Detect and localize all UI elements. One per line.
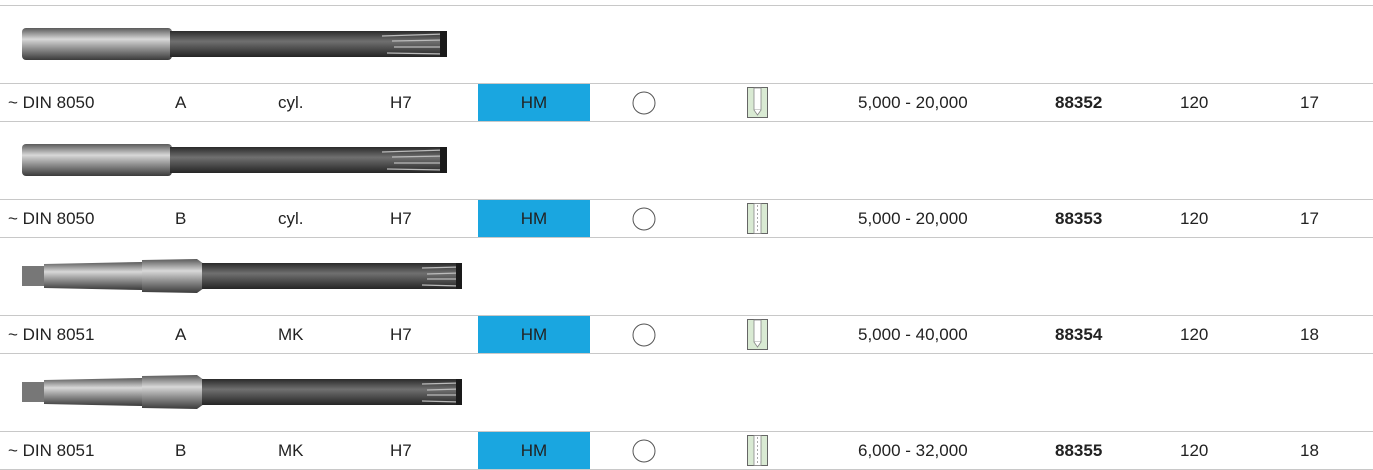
coating-icon — [632, 91, 656, 115]
cell-standard: ~ DIN 8051 — [8, 432, 94, 469]
cell-shank: MK — [278, 316, 304, 353]
cell-article: 88355 — [1055, 432, 1102, 469]
tool-image — [22, 24, 472, 66]
cell-size: 120 — [1180, 432, 1208, 469]
material-badge: HM — [478, 432, 590, 469]
tool-image — [22, 140, 472, 182]
image-row — [0, 237, 1373, 315]
hole-icon — [747, 435, 769, 467]
coating-icon — [632, 207, 656, 231]
cell-page: 18 — [1300, 316, 1319, 353]
cell-tolerance: H7 — [390, 200, 412, 237]
material-badge: HM — [478, 84, 590, 121]
material-badge: HM — [478, 316, 590, 353]
cell-range: 5,000 - 20,000 — [858, 200, 968, 237]
image-row — [0, 353, 1373, 431]
cell-page: 17 — [1300, 200, 1319, 237]
hole-icon — [747, 87, 769, 119]
cell-page: 18 — [1300, 432, 1319, 469]
image-row — [0, 5, 1373, 83]
cell-material: HM — [478, 432, 590, 469]
data-row: HM ~ DIN 8051 B MK H7 6,000 - 32,000 88355 120 1… — [0, 431, 1373, 470]
cell-shank: cyl. — [278, 200, 304, 237]
cell-size: 120 — [1180, 84, 1208, 121]
cell-material: HM — [478, 84, 590, 121]
cell-form: B — [175, 200, 186, 237]
cell-article: 88352 — [1055, 84, 1102, 121]
data-row: HM ~ DIN 8051 A MK H7 5,000 - 40,000 88354 120 1… — [0, 315, 1373, 354]
material-badge: HM — [478, 200, 590, 237]
cell-form: B — [175, 432, 186, 469]
cell-range: 6,000 - 32,000 — [858, 432, 968, 469]
cell-standard: ~ DIN 8050 — [8, 84, 94, 121]
tool-image — [22, 256, 472, 298]
cell-tolerance: H7 — [390, 84, 412, 121]
cell-article: 88353 — [1055, 200, 1102, 237]
cell-tolerance: H7 — [390, 316, 412, 353]
cell-size: 120 — [1180, 316, 1208, 353]
cell-shank: cyl. — [278, 84, 304, 121]
cell-size: 120 — [1180, 200, 1208, 237]
coating-icon — [632, 323, 656, 347]
cell-range: 5,000 - 40,000 — [858, 316, 968, 353]
cell-tolerance: H7 — [390, 432, 412, 469]
tool-image — [22, 372, 472, 414]
hole-icon — [747, 319, 769, 351]
cell-range: 5,000 - 20,000 — [858, 84, 968, 121]
image-row — [0, 121, 1373, 199]
cell-material: HM — [478, 316, 590, 353]
product-table: HM ~ DIN 8050 Acyl. H7 5,000 - 20,000 88352 12… — [0, 0, 1373, 470]
cell-article: 88354 — [1055, 316, 1102, 353]
cell-shank: MK — [278, 432, 304, 469]
cell-page: 17 — [1300, 84, 1319, 121]
cell-material: HM — [478, 200, 590, 237]
cell-standard: ~ DIN 8051 — [8, 316, 94, 353]
cell-form: A — [175, 84, 186, 121]
hole-icon — [747, 203, 769, 235]
coating-icon — [632, 439, 656, 463]
product-block: HM ~ DIN 8051 B MK H7 6,000 - 32,000 88355 120 1… — [0, 353, 1373, 469]
cell-form: A — [175, 316, 186, 353]
product-block: HM ~ DIN 8051 A MK H7 5,000 - 40,000 88354 120 1… — [0, 237, 1373, 353]
cell-standard: ~ DIN 8050 — [8, 200, 94, 237]
